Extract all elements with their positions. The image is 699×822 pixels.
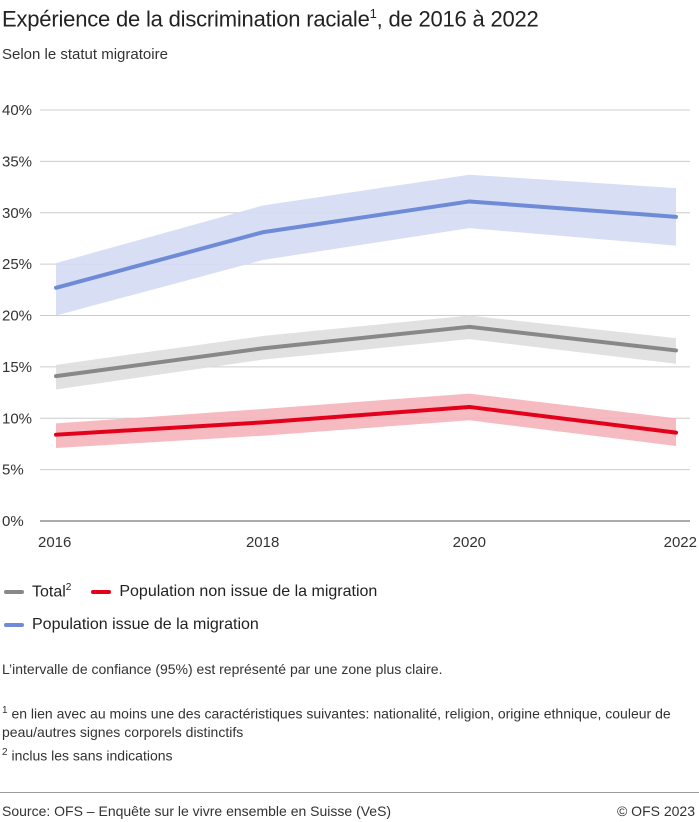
confidence-band	[56, 315, 676, 390]
y-tick-label: 40%	[2, 102, 32, 119]
x-tick-label: 2018	[246, 534, 279, 551]
y-tick-label: 25%	[2, 256, 32, 273]
legend-swatch-non-migration	[91, 589, 112, 594]
x-tick-label: 2020	[453, 534, 486, 551]
y-tick-label: 0%	[2, 513, 24, 530]
legend-swatch-total	[4, 589, 24, 594]
series-line	[54, 324, 678, 379]
y-tick-label: 5%	[2, 462, 24, 479]
x-tick-label: 2022	[664, 534, 697, 551]
legend-row-2: Population issue de la migration	[4, 616, 259, 634]
copyright: © OFS 2023	[616, 803, 695, 819]
x-tick-label: 2016	[38, 534, 71, 551]
y-tick-label: 20%	[2, 308, 32, 325]
line-chart: 0% 5% 10% 15% 20% 25% 30% 35% 40% 2016 2018 2020 202…	[2, 102, 697, 551]
legend-swatch-migration	[4, 623, 24, 627]
y-tick-label: 15%	[2, 359, 32, 376]
legend-row-1: Total2 Population non issue de la migrat…	[4, 582, 377, 601]
source: Source: OFS – Enquête sur le vivre ensem…	[2, 803, 392, 819]
series-line	[54, 199, 678, 290]
y-tick-label: 35%	[2, 153, 32, 170]
chart-subtitle: Selon le statut migratoire	[2, 46, 168, 63]
legend-label-total: Total2	[32, 582, 72, 601]
footnote-2: 2 inclus les sans indications	[2, 747, 173, 764]
legend-label-non-migration: Population non issue de la migration	[119, 582, 378, 600]
y-tick-label: 30%	[2, 205, 32, 222]
chart-title: Expérience de la discrimination raciale1…	[2, 6, 539, 32]
series-line	[54, 404, 678, 437]
confidence-band	[56, 174, 676, 316]
footnote-1: 1 en lien avec au moins une des caractér…	[2, 705, 671, 740]
confidence-note: L’intervalle de confiance (95%) est repr…	[2, 661, 443, 677]
footer-divider	[0, 792, 699, 793]
y-tick-label: 10%	[2, 410, 32, 427]
confidence-band	[56, 393, 676, 449]
legend-label-migration: Population issue de la migration	[32, 616, 259, 633]
